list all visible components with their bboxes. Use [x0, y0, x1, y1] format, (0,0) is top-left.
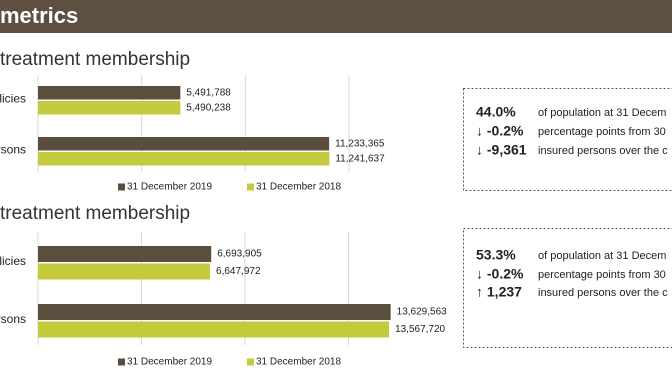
category-label: olicies	[0, 92, 26, 106]
bar	[38, 86, 181, 100]
bar	[38, 321, 390, 338]
panel-figure: ↓ -0.2%	[476, 123, 524, 139]
bar	[38, 137, 330, 151]
bar	[38, 304, 391, 320]
value-label: 5,490,238	[186, 102, 231, 113]
bar	[38, 101, 181, 115]
value-label: 6,693,905	[217, 249, 262, 260]
value-label: 11,241,637	[335, 153, 385, 164]
panel-figure: ↓ -9,361	[476, 142, 527, 158]
category-label: olicies	[0, 254, 26, 268]
legend-label: 31 December 2018	[256, 357, 341, 368]
panel-figure: ↑ 1,237	[476, 284, 522, 300]
panel-figure: 53.3%	[476, 247, 516, 263]
value-label: 13,629,563	[397, 307, 447, 318]
legend-swatch	[118, 358, 125, 366]
category-label: ersons	[0, 312, 26, 326]
header-title: metrics	[0, 3, 78, 28]
bar	[38, 246, 212, 262]
category-label: ersons	[0, 143, 26, 157]
panel-text: of population at 31 Decem	[538, 250, 666, 262]
panel-text: insured persons over the c	[538, 287, 668, 299]
panel-box	[463, 228, 672, 348]
value-label: 5,491,788	[186, 87, 231, 98]
panel-text: of population at 31 Decem	[538, 107, 666, 119]
bar	[38, 152, 330, 166]
legend-swatch	[247, 183, 254, 191]
value-label: 11,233,365	[335, 138, 385, 149]
panel-box	[463, 88, 672, 191]
header-bar	[0, 0, 672, 33]
legend-swatch	[118, 183, 125, 191]
panel-figure: 44.0%	[476, 104, 516, 120]
legend-label: 31 December 2019	[127, 357, 212, 368]
panel-text: percentage points from 30	[538, 269, 666, 281]
bar	[38, 263, 211, 280]
value-label: 6,647,972	[216, 266, 261, 277]
value-label: 13,567,720	[395, 324, 445, 335]
panel-figure: ↓ -0.2%	[476, 266, 524, 282]
chart-title: treatment membership	[0, 49, 190, 70]
chart-title: treatment membership	[0, 203, 190, 224]
legend-label: 31 December 2018	[256, 182, 341, 193]
legend-label: 31 December 2019	[127, 182, 212, 193]
legend-swatch	[247, 358, 254, 366]
panel-text: insured persons over the c	[538, 145, 668, 157]
panel-text: percentage points from 30	[538, 126, 666, 138]
